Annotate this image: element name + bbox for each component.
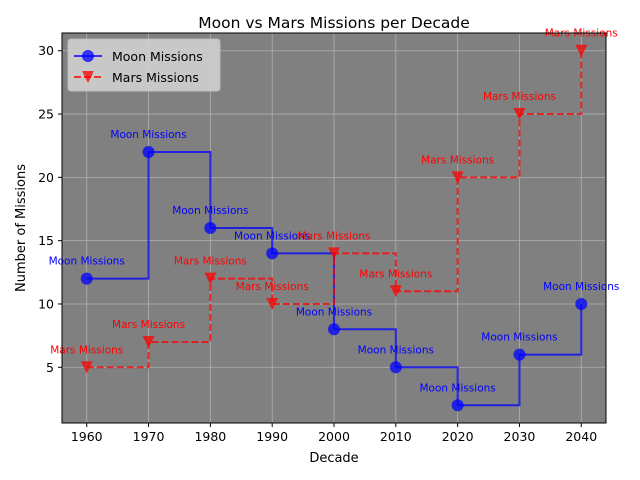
x-tick-label: 2020 (442, 429, 474, 444)
data-point (328, 323, 340, 336)
x-tick-label: 1970 (133, 429, 165, 444)
data-point (204, 222, 217, 234)
data-label: Mars Missions (297, 230, 370, 242)
legend-moon-label: Moon Missions (112, 49, 203, 64)
legend-mars-label: Mars Missions (112, 70, 199, 85)
x-tick-label: 1960 (71, 429, 103, 444)
data-point (389, 285, 402, 298)
x-tick-label: 2010 (380, 429, 412, 444)
data-label: Mars Missions (421, 154, 494, 166)
data-label: Mars Missions (359, 268, 432, 280)
data-label: Moon Missions (419, 382, 495, 394)
data-label: Moon Missions (234, 230, 310, 242)
data-label: Mars Missions (50, 344, 123, 356)
data-label: Moon Missions (110, 129, 186, 141)
data-label: Moon Missions (172, 205, 248, 217)
data-point (142, 146, 155, 159)
data-label: Moon Missions (296, 306, 372, 318)
x-axis-label: Decade (309, 451, 358, 466)
data-label: Mars Missions (483, 91, 556, 103)
data-label: Mars Missions (174, 256, 247, 268)
x-axis: 1960 1970 1980 1990 2000 2010 2020 2030 2040 (71, 423, 597, 444)
data-point (328, 247, 340, 260)
y-tick-label: 5 (46, 360, 54, 375)
data-point (204, 272, 217, 285)
legend-box (67, 38, 221, 92)
data-point (389, 361, 402, 374)
data-point (266, 297, 279, 310)
x-tick-label: 2000 (318, 429, 350, 444)
data-label: Mars Missions (545, 28, 618, 40)
y-tick-label: 10 (38, 296, 54, 311)
data-point (142, 335, 155, 348)
data-label: Mars Missions (236, 281, 309, 293)
data-point (266, 247, 279, 260)
x-tick-label: 2040 (565, 429, 597, 444)
chart-title: Moon vs Mars Missions per Decade (198, 14, 470, 32)
data-point (451, 399, 464, 412)
legend: Moon Missions Mars Missions (67, 38, 221, 92)
data-label: Moon Missions (543, 281, 619, 293)
legend-mars-marker (82, 71, 94, 83)
x-tick-label: 1980 (194, 429, 226, 444)
y-tick-label: 20 (38, 170, 54, 185)
series-layer (80, 44, 588, 412)
data-point (575, 44, 588, 57)
data-label: Mars Missions (112, 319, 185, 331)
data-point (513, 348, 526, 361)
data-point (513, 108, 526, 121)
x-tick-label: 2030 (504, 429, 536, 444)
y-tick-label: 30 (38, 43, 54, 58)
y-axis: 5 10 15 20 25 30 (38, 43, 62, 375)
x-tick-label: 1990 (256, 429, 288, 444)
data-label: Moon Missions (358, 344, 434, 356)
data-label: Moon Missions (481, 332, 557, 344)
y-axis-label: Number of Missions (14, 164, 29, 292)
y-tick-label: 25 (38, 107, 54, 122)
data-point (80, 361, 93, 374)
y-tick-label: 15 (38, 233, 54, 248)
data-point (80, 272, 93, 285)
legend-moon-marker (82, 50, 94, 62)
data-label: Moon Missions (49, 256, 125, 268)
data-point (451, 171, 464, 184)
data-point (575, 297, 588, 310)
